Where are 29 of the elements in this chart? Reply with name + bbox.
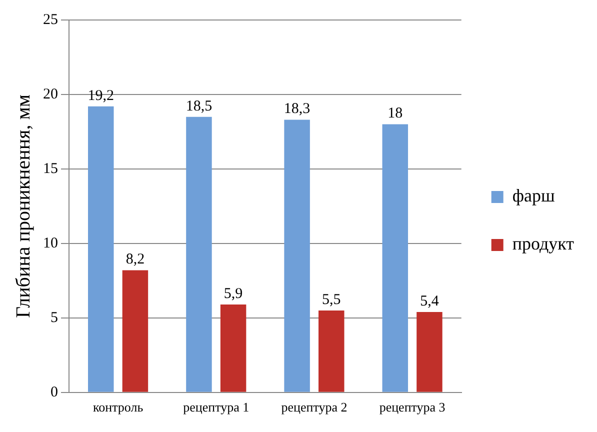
bar [382, 124, 408, 392]
bar [416, 312, 442, 392]
bar [122, 270, 148, 392]
legend-label: продукт [512, 234, 574, 254]
data-label: 5,4 [420, 293, 440, 310]
data-label: 18,5 [186, 98, 212, 114]
y-tick-label: 15 [43, 160, 58, 177]
legend-label: фарш [512, 186, 556, 206]
x-tick-label: рецептура 1 [183, 400, 250, 415]
y-tick-label: 0 [50, 384, 58, 400]
data-label: 18 [388, 106, 403, 122]
data-label: 5,9 [224, 286, 243, 302]
x-tick-label: рецептура 3 [379, 400, 446, 415]
y-tick-label: 5 [50, 310, 58, 326]
data-label: 19,2 [88, 88, 114, 104]
x-tick-label: контроль [92, 400, 144, 415]
y-tick-label: 25 [43, 12, 58, 28]
y-tick-label: 20 [43, 86, 58, 102]
data-label: 8,2 [126, 252, 145, 268]
y-axis-title: Глибина проникнення, мм [12, 94, 34, 318]
data-label: 18,3 [284, 101, 310, 118]
data-label: 5,5 [322, 292, 341, 308]
y-tick-label: 10 [43, 235, 58, 252]
bar [220, 304, 246, 392]
bar [186, 116, 212, 392]
bar [318, 310, 344, 392]
bar [88, 106, 114, 392]
x-tick-label: рецептура 2 [281, 400, 348, 415]
bar [284, 120, 310, 392]
